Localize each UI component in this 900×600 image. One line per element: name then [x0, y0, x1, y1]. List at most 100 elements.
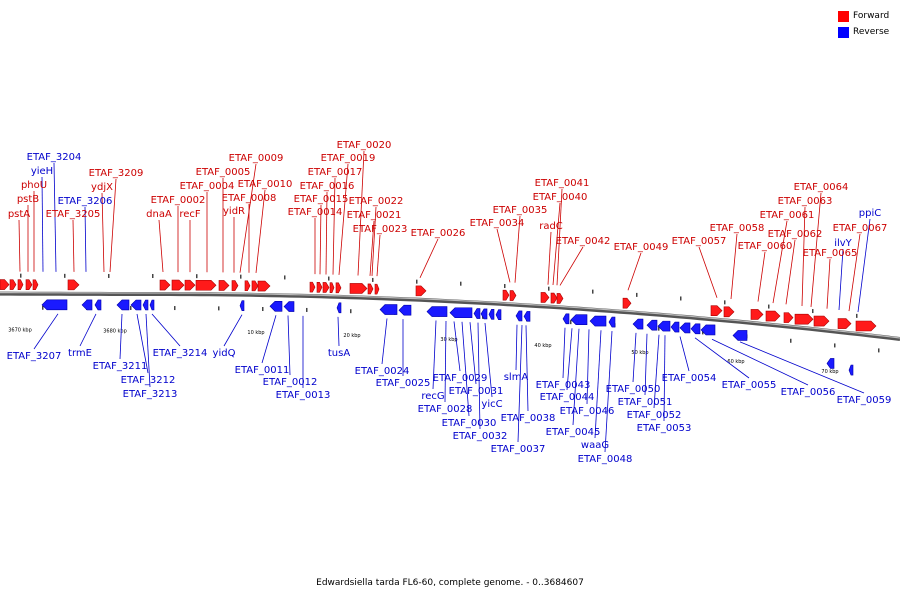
label-leader-line [757, 251, 766, 302]
gene-label-etaf_0011: ETAF_0011 [235, 365, 290, 376]
scale-tick-label: 3670 kbp [8, 328, 32, 334]
reverse-gene-arrow [589, 315, 607, 327]
forward-gene-arrow [794, 313, 814, 325]
label-leader-line [663, 335, 666, 422]
label-leader-line [79, 313, 97, 347]
reverse-gene-arrow [570, 314, 588, 326]
minor-tick [416, 279, 418, 284]
minor-tick [174, 306, 176, 311]
forward-gene-arrow [335, 282, 342, 294]
forward-gene-arrow [509, 290, 517, 301]
forward-gene-arrow [374, 283, 380, 295]
legend-forward: Forward [838, 8, 889, 24]
legend-reverse-label: Reverse [853, 27, 890, 37]
minor-tick [108, 273, 110, 278]
label-leader-line [151, 313, 181, 347]
reverse-gene-arrow [149, 299, 155, 311]
forward-gene-arrow [322, 282, 330, 293]
reverse-gene-arrow [398, 304, 412, 316]
gene-label-etaf_0020: ETAF_0020 [337, 140, 392, 151]
gene-label-etaf_3214: ETAF_3214 [153, 348, 208, 359]
forward-gene-arrow [622, 297, 632, 309]
label-leader-line [158, 219, 164, 273]
forward-gene-arrow [195, 279, 217, 291]
gene-label-etaf_0002: ETAF_0002 [151, 195, 206, 206]
gene-label-pstb: pstB [17, 194, 39, 205]
backbone-line [0, 291, 900, 341]
gene-label-ilvy: ilvY [834, 238, 852, 249]
reverse-gene-arrow [130, 299, 142, 311]
minor-tick [592, 289, 594, 294]
gene-label-etaf_0005: ETAF_0005 [196, 167, 251, 178]
gene-label-etaf_0029: ETAF_0029 [433, 373, 488, 384]
gene-label-etaf_0032: ETAF_0032 [453, 431, 508, 442]
minor-tick [196, 274, 198, 279]
backbone-highlight [0, 292, 900, 339]
forward-gene-arrow [367, 283, 374, 295]
forward-gene-arrow [415, 285, 427, 297]
reverse-gene-arrow [239, 300, 245, 311]
gene-label-etaf_0034: ETAF_0034 [470, 218, 525, 229]
gene-label-dnaa: dnaA [146, 209, 172, 220]
forward-gene-arrow [25, 279, 33, 291]
reverse-gene-arrow [608, 316, 616, 328]
gene-label-recf: recF [179, 209, 201, 220]
label-leader-line [772, 220, 788, 304]
gene-label-etaf_0054: ETAF_0054 [662, 373, 717, 384]
reverse-gene-arrow [473, 308, 481, 319]
forward-gene-arrow [0, 279, 10, 290]
label-leader-line [369, 220, 375, 276]
label-leader-line [785, 239, 796, 305]
gene-label-etaf_0021: ETAF_0021 [347, 210, 402, 221]
label-leader-line [694, 337, 750, 379]
gene-label-etaf_3209: ETAF_3209 [89, 168, 144, 179]
label-leader-line [109, 178, 117, 272]
scale-tick-label: 20 kbp [343, 333, 360, 339]
reverse-gene-arrow [283, 301, 295, 312]
gene-label-etaf_0030: ETAF_0030 [442, 418, 497, 429]
scale-tick-label: 10 kbp [247, 330, 264, 336]
label-leader-line [261, 315, 277, 364]
reverse-gene-arrow [116, 299, 130, 311]
minor-tick [64, 273, 66, 278]
scale-tick-label: 30 kbp [440, 337, 457, 343]
label-leader-line [801, 206, 806, 307]
label-leader-line [477, 322, 481, 430]
reverse-gene-arrow [426, 306, 448, 317]
gene-label-etaf_0064: ETAF_0064 [794, 182, 849, 193]
reverse-gene-arrow [732, 330, 748, 341]
gene-label-radc: radC [539, 221, 563, 232]
legend-reverse: Reverse [838, 24, 889, 40]
minor-tick [372, 277, 374, 282]
gene-label-etaf_0008: ETAF_0008 [222, 193, 277, 204]
gene-label-yidq: yidQ [213, 348, 236, 359]
forward-gene-arrow [837, 318, 852, 329]
gene-label-yicc: yicC [481, 399, 502, 410]
gene-label-etaf_0013: ETAF_0013 [276, 390, 331, 401]
minor-tick [262, 307, 264, 312]
forward-gene-arrow [710, 305, 723, 316]
reverse-gene-arrow [379, 304, 398, 315]
label-leader-line [572, 328, 580, 426]
reverse-gene-arrow [480, 308, 488, 320]
label-leader-line [679, 336, 690, 372]
reverse-gene-arrow [670, 321, 680, 333]
gene-label-ydjx: ydjX [91, 182, 113, 193]
label-leader-line [325, 191, 328, 275]
scale-tick-label: 3680 kbp [103, 328, 127, 334]
label-leader-line [145, 313, 151, 388]
label-leader-line [419, 238, 439, 279]
minor-tick [636, 292, 638, 297]
gene-label-etaf_0024: ETAF_0024 [355, 366, 410, 377]
gene-label-etaf_3205: ETAF_3205 [46, 209, 101, 220]
minor-tick [548, 286, 550, 291]
label-leader-line [381, 318, 388, 365]
minor-tick [768, 304, 770, 309]
reverse-gene-arrow [826, 358, 835, 369]
label-leader-line [484, 322, 493, 398]
label-leader-line [525, 325, 529, 412]
minor-tick [240, 274, 242, 279]
gene-label-etaf_0023: ETAF_0023 [353, 224, 408, 235]
label-leader-line [338, 163, 349, 275]
